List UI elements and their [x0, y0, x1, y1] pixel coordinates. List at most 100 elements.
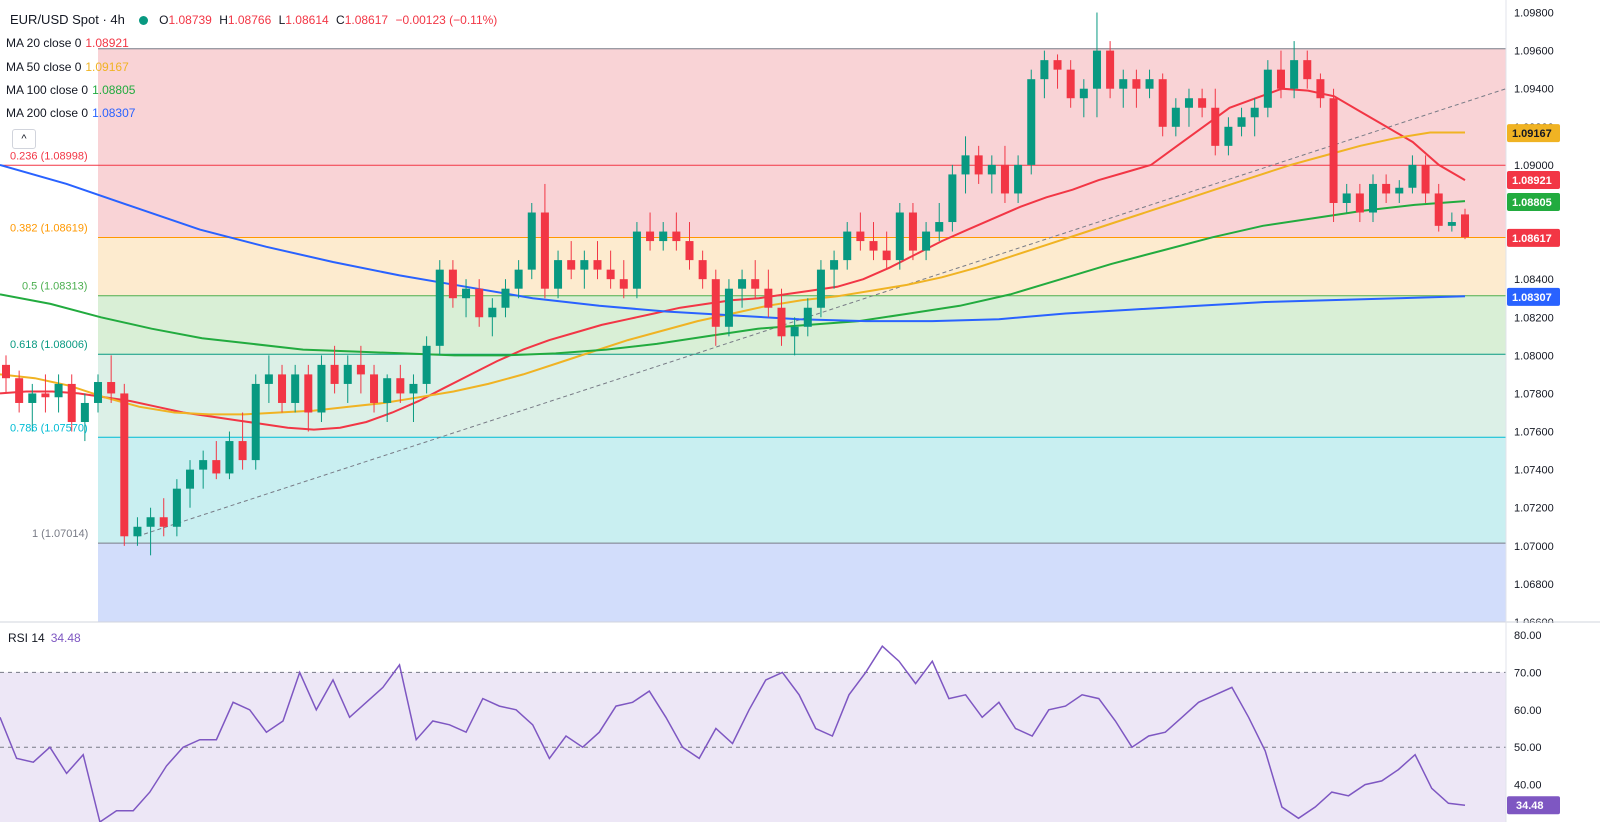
- candle-body: [632, 231, 641, 289]
- candle-body: [1053, 60, 1062, 70]
- candle-body: [948, 174, 957, 223]
- candle-body: [1329, 98, 1338, 203]
- candle-body: [554, 260, 563, 289]
- candle-body: [527, 212, 536, 270]
- candle-body: [94, 382, 103, 403]
- trendline-dashed[interactable]: [137, 88, 1507, 537]
- candle-body: [396, 378, 405, 394]
- candle-body: [356, 364, 365, 375]
- candle-body: [1092, 50, 1101, 89]
- candle-body: [1198, 98, 1207, 108]
- candle-body: [922, 231, 931, 251]
- candle-body: [159, 517, 168, 527]
- candle-body: [1461, 214, 1469, 238]
- candle-body: [225, 441, 234, 474]
- candle-body: [935, 222, 944, 232]
- ma50-value: 1.09167: [85, 60, 129, 74]
- candle-body: [15, 378, 24, 403]
- candle-body: [540, 212, 549, 289]
- symbol-title[interactable]: EUR/USD Spot · 4h: [10, 12, 125, 27]
- candlesticks: [2, 12, 1469, 556]
- fibonacci-labels: 0.236 (1.08998) 0.382 (1.08619) 0.5 (1.083…: [10, 150, 88, 540]
- fib-label: 0.618 (1.08006): [10, 339, 88, 351]
- candle-body: [961, 155, 970, 175]
- candle-body: [1395, 187, 1404, 194]
- candle-body: [1119, 79, 1128, 89]
- rsi-axis-bg: [1506, 623, 1600, 822]
- price-badge-text: 1.08921: [1512, 175, 1552, 187]
- ohlc-values: O1.08739 H1.08766 L1.08614 C1.08617 −0.0…: [159, 13, 501, 27]
- rsi-tick: 50.00: [1514, 742, 1542, 754]
- candle-body: [514, 269, 523, 289]
- price-badge: [1507, 170, 1560, 189]
- candle-body: [764, 288, 773, 308]
- candle-body: [1106, 50, 1115, 89]
- close-value: 1.08617: [344, 13, 389, 27]
- candle-body: [1184, 98, 1193, 108]
- ma20-legend[interactable]: MA 20 close 0 1.08921: [6, 36, 129, 50]
- price-tick: 1.07600: [1514, 427, 1554, 439]
- candle-body: [291, 374, 300, 403]
- candle-body: [1408, 164, 1417, 188]
- price-badge: [1507, 287, 1560, 306]
- fib-label: 0.382 (1.08619): [10, 222, 88, 234]
- rsi-tick: 60.00: [1514, 705, 1542, 717]
- rsi-axis[interactable]: 80.00 70.00 60.00 50.00 40.00 34.48: [1506, 623, 1600, 822]
- fib-zone: [98, 437, 1506, 544]
- candle-body: [816, 269, 825, 308]
- collapse-legend-button[interactable]: ^: [12, 129, 36, 149]
- price-tick: 1.06800: [1514, 579, 1554, 591]
- candle-body: [278, 374, 287, 403]
- candle-body: [370, 374, 379, 403]
- rsi-label: RSI 14: [8, 631, 45, 645]
- candle-body: [1132, 79, 1141, 89]
- candle-body: [383, 378, 392, 403]
- candle-body: [908, 212, 917, 251]
- close-key: C: [336, 13, 345, 27]
- trendline[interactable]: [137, 88, 1507, 537]
- fibonacci-zones: [0, 48, 1506, 622]
- candle-body: [1079, 88, 1088, 99]
- ma200-legend[interactable]: MA 200 close 0 1.08307: [6, 106, 135, 120]
- price-tick: 1.08000: [1514, 350, 1554, 362]
- candle-body: [1434, 193, 1443, 226]
- fib-label: 1 (1.07014): [32, 528, 88, 540]
- fib-label: 0.786 (1.07570): [10, 422, 88, 434]
- low-key: L: [278, 13, 286, 27]
- candle-body: [28, 393, 37, 403]
- candle-body: [685, 241, 694, 261]
- rsi-tick: 80.00: [1514, 630, 1542, 642]
- candle-body: [475, 288, 484, 318]
- candle-body: [409, 383, 418, 394]
- price-axis[interactable]: 1.098001.096001.094001.092001.090001.088…: [1506, 0, 1600, 629]
- candle-body: [422, 345, 431, 384]
- price-tick: 1.07000: [1514, 541, 1554, 553]
- candle-body: [843, 231, 852, 261]
- rsi-tick: 40.00: [1514, 780, 1542, 792]
- candle-body: [1276, 69, 1285, 89]
- candle-body: [212, 460, 221, 474]
- rsi-legend[interactable]: RSI 14 34.48: [8, 631, 81, 645]
- price-tick: 1.07200: [1514, 503, 1554, 515]
- candle-body: [238, 441, 247, 461]
- candle-body: [580, 260, 589, 270]
- ma50-legend[interactable]: MA 50 close 0 1.09167: [6, 60, 129, 74]
- candle-body: [619, 279, 628, 289]
- fib-label: 0.5 (1.08313): [22, 281, 87, 293]
- ma50-label: MA 50 close 0: [6, 60, 82, 74]
- price-tick: 1.09800: [1514, 8, 1554, 20]
- candle-body: [856, 231, 865, 242]
- candle-body: [1303, 60, 1312, 80]
- candle-body: [1250, 107, 1259, 118]
- ma100-legend[interactable]: MA 100 close 0 1.08805: [6, 83, 135, 97]
- price-tick: 1.08200: [1514, 312, 1554, 324]
- candle-body: [593, 260, 602, 270]
- candle-body: [672, 231, 681, 242]
- ma20-label: MA 20 close 0: [6, 36, 82, 50]
- candle-body: [107, 382, 116, 394]
- candle-body: [343, 364, 352, 384]
- ma100-value: 1.08805: [92, 83, 136, 97]
- candle-body: [567, 260, 576, 270]
- candle-body: [1263, 69, 1272, 108]
